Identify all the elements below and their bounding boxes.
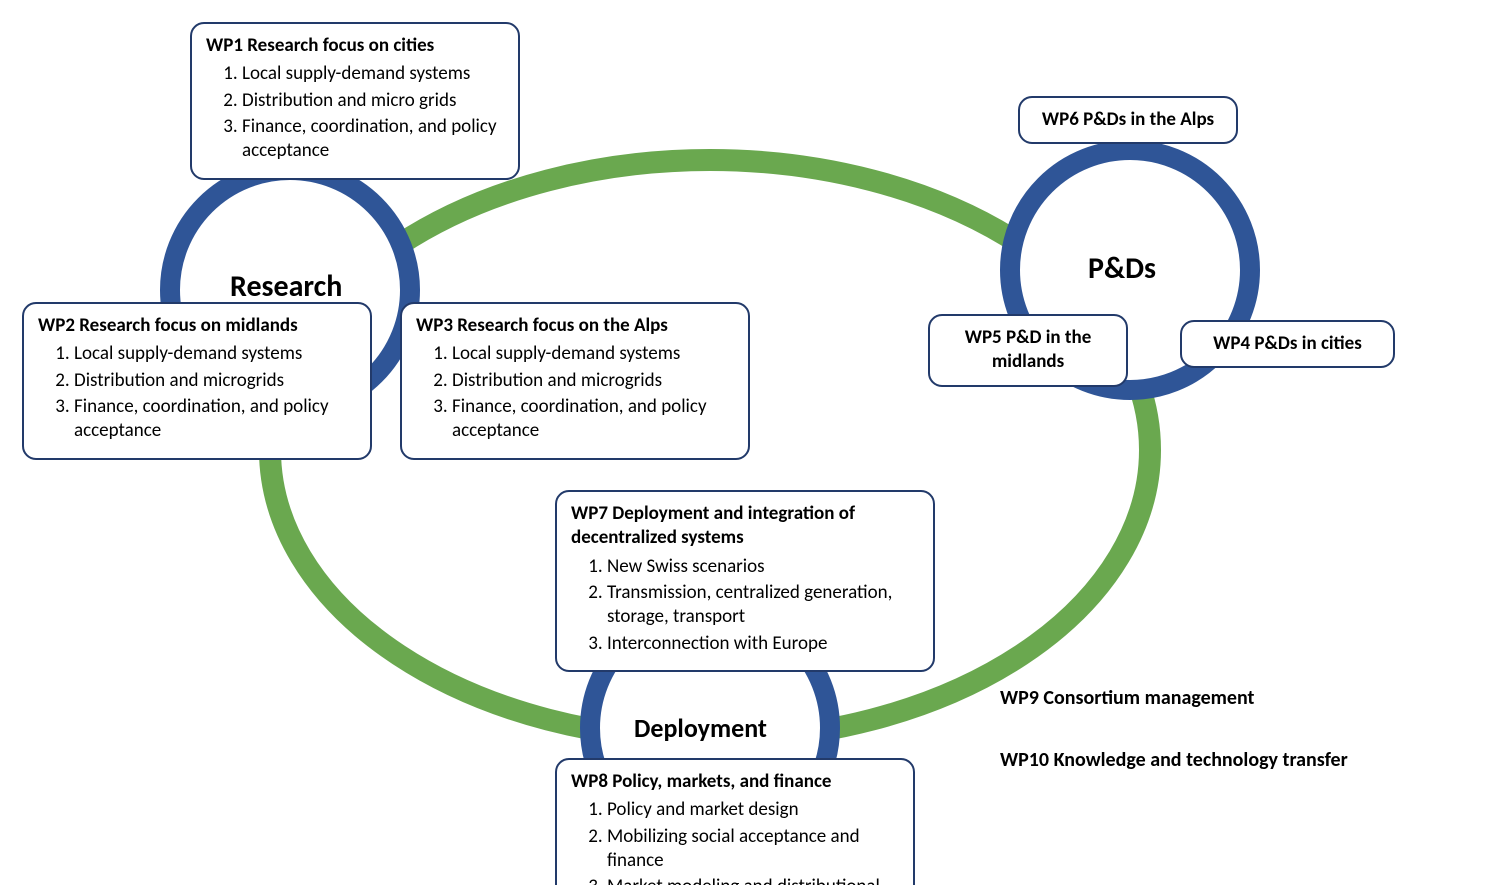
wp8-title: WP8 Policy, markets, and finance (571, 770, 899, 794)
wp2-box: WP2 Research focus on midlands Local sup… (22, 302, 372, 460)
wp3-title: WP3 Research focus on the Alps (416, 314, 734, 338)
wp1-title: WP1 Research focus on cities (206, 34, 504, 58)
wp7-list: New Swiss scenarios Transmission, centra… (571, 555, 919, 656)
wp8-item: Mobilizing social acceptance and finance (607, 825, 899, 874)
wp7-item: New Swiss scenarios (607, 555, 919, 579)
wp6-title: WP6 P&Ds in the Alps (1042, 108, 1214, 131)
wp5-box: WP5 P&D in the midlands (928, 314, 1128, 387)
wp8-list: Policy and market design Mobilizing soci… (571, 798, 899, 885)
wp7-item: Transmission, centralized generation, st… (607, 581, 919, 630)
wp6-box: WP6 P&Ds in the Alps (1018, 96, 1238, 144)
wp7-box: WP7 Deployment and integration of decent… (555, 490, 935, 672)
wp2-list: Local supply-demand systems Distribution… (38, 342, 356, 443)
wp4-box: WP4 P&Ds in cities (1180, 320, 1395, 368)
wp9-text: WP9 Consortium management (1000, 686, 1254, 710)
wp7-title: WP7 Deployment and integration of decent… (571, 502, 919, 551)
wp3-box: WP3 Research focus on the Alps Local sup… (400, 302, 750, 460)
wp7-item: Interconnection with Europe (607, 632, 919, 656)
wp1-item: Local supply-demand systems (242, 62, 504, 86)
wp3-item: Distribution and microgrids (452, 369, 734, 393)
wp4-title: WP4 P&Ds in cities (1213, 332, 1362, 355)
wp8-item: Policy and market design (607, 798, 899, 822)
wp8-item: Market modeling and distributional impac… (607, 875, 899, 885)
wp3-item: Local supply-demand systems (452, 342, 734, 366)
wp2-item: Distribution and microgrids (74, 369, 356, 393)
wp5-title: WP5 P&D in the midlands (965, 326, 1092, 373)
wp10-text: WP10 Knowledge and technology transfer (1000, 748, 1348, 772)
pds-hub-label: P&Ds (1088, 252, 1156, 285)
wp3-list: Local supply-demand systems Distribution… (416, 342, 734, 443)
wp2-item: Local supply-demand systems (74, 342, 356, 366)
wp1-list: Local supply-demand systems Distribution… (206, 62, 504, 163)
wp8-box: WP8 Policy, markets, and finance Policy … (555, 758, 915, 885)
wp1-item: Finance, coordination, and policy accept… (242, 115, 504, 164)
wp3-item: Finance, coordination, and policy accept… (452, 395, 734, 444)
wp1-box: WP1 Research focus on cities Local suppl… (190, 22, 520, 180)
wp2-title: WP2 Research focus on midlands (38, 314, 356, 338)
deployment-hub-label: Deployment (634, 714, 767, 743)
wp1-item: Distribution and micro grids (242, 89, 504, 113)
diagram-canvas: Research P&Ds Deployment WP1 Research fo… (0, 0, 1508, 885)
research-hub-label: Research (230, 270, 342, 303)
wp2-item: Finance, coordination, and policy accept… (74, 395, 356, 444)
